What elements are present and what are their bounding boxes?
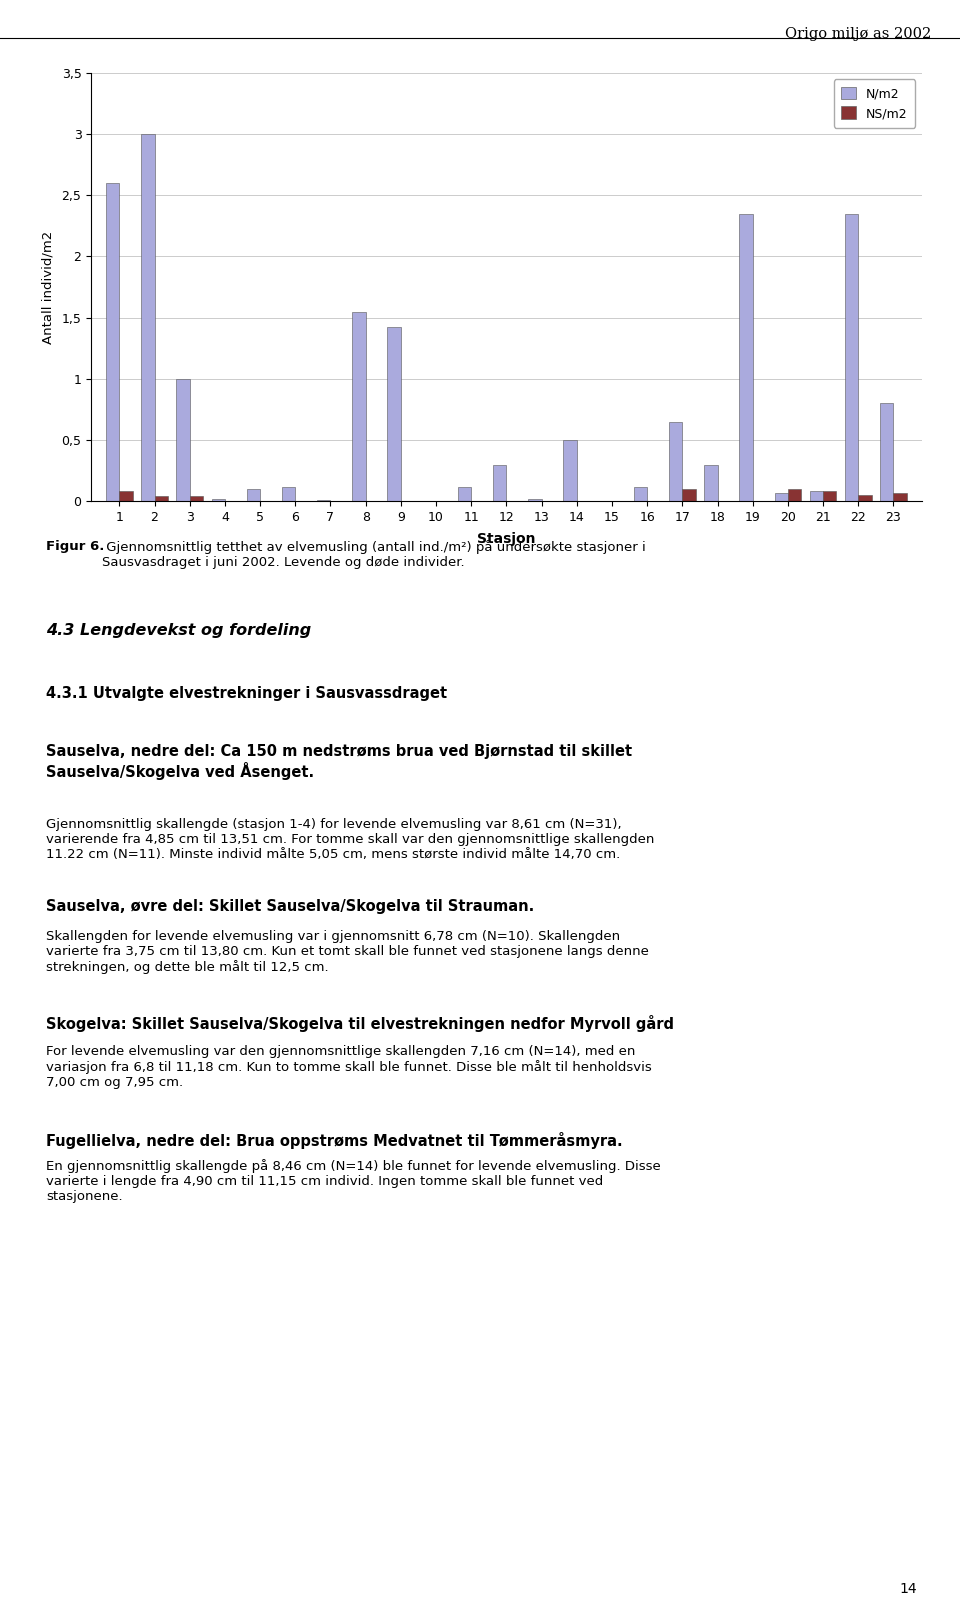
Bar [739,213,753,501]
Bar [190,496,204,501]
Bar [788,488,802,501]
Bar [177,378,190,501]
Bar [106,183,119,501]
Text: For levende elvemusling var den gjennomsnittlige skallengden 7,16 cm (N=14), med: For levende elvemusling var den gjennoms… [46,1045,652,1088]
Bar [458,487,471,501]
Bar [388,327,401,501]
Bar [894,493,907,501]
Text: 4.3 Lengdevekst og fordeling: 4.3 Lengdevekst og fordeling [46,623,311,637]
Bar [823,492,836,501]
Bar [211,498,225,501]
Text: Fugellielva, nedre del: Brua oppstrøms Medvatnet til Tømmeråsmyra.: Fugellielva, nedre del: Brua oppstrøms M… [46,1132,623,1150]
Bar [669,422,683,501]
Y-axis label: Antall individ/m2: Antall individ/m2 [41,230,55,344]
Text: Origo miljø as 2002: Origo miljø as 2002 [785,27,931,42]
Bar [809,492,823,501]
Bar [155,496,168,501]
Bar [880,403,894,501]
Bar [352,312,366,501]
Text: 14: 14 [900,1581,917,1596]
Text: Gjennomsnittlig skallengde (stasjon 1-4) for levende elvemusling var 8,61 cm (N=: Gjennomsnittlig skallengde (stasjon 1-4)… [46,818,655,862]
Bar [564,440,577,501]
Legend: N/m2, NS/m2: N/m2, NS/m2 [833,79,915,128]
Bar [119,492,132,501]
Bar [845,213,858,501]
Bar [282,487,296,501]
Bar [247,488,260,501]
Text: Skogelva: Skillet Sauselva/Skogelva til elvestrekningen nedfor Myrvoll gård: Skogelva: Skillet Sauselva/Skogelva til … [46,1015,674,1033]
Bar [704,464,717,501]
Text: Skallengden for levende elvemusling var i gjennomsnitt 6,78 cm (N=10). Skallengd: Skallengden for levende elvemusling var … [46,930,649,973]
Bar [775,493,788,501]
Bar [858,495,872,501]
Text: Figur 6.: Figur 6. [46,540,105,553]
Text: En gjennomsnittlig skallengde på 8,46 cm (N=14) ble funnet for levende elvemusli: En gjennomsnittlig skallengde på 8,46 cm… [46,1159,660,1203]
X-axis label: Stasjon: Stasjon [477,532,536,547]
Text: 4.3.1 Utvalgte elvestrekninger i Sausvassdraget: 4.3.1 Utvalgte elvestrekninger i Sausvas… [46,686,447,700]
Text: Gjennomsnittlig tetthet av elvemusling (antall ind./m²) på undersøkte stasjoner : Gjennomsnittlig tetthet av elvemusling (… [102,540,645,569]
Bar [141,134,155,501]
Bar [634,487,647,501]
Text: Sauselva, nedre del: Ca 150 m nedstrøms brua ved Bjørnstad til skillet
Sauselva/: Sauselva, nedre del: Ca 150 m nedstrøms … [46,744,633,779]
Bar [683,488,696,501]
Text: Sauselva, øvre del: Skillet Sauselva/Skogelva til Strauman.: Sauselva, øvre del: Skillet Sauselva/Sko… [46,899,535,914]
Bar [493,464,506,501]
Bar [528,498,541,501]
